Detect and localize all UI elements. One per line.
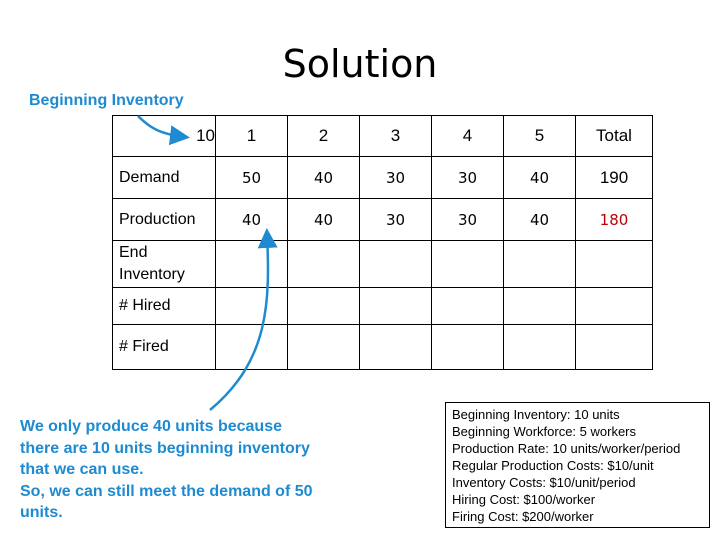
end-inventory-cell [287,240,360,288]
row-label-hired: # Hired [112,287,216,325]
hired-cell [215,287,288,325]
fired-cell [287,324,360,370]
hired-cell [431,287,504,325]
fired-cell [503,324,576,370]
table-row-end-inventory: End Inventory [112,240,653,288]
parameters-box: Beginning Inventory: 10 units Beginning … [445,402,710,528]
explanation-callout: We only produce 40 units because there a… [20,416,360,524]
table-row-hired: # Hired [112,287,653,325]
end-inventory-total-cell [575,240,653,288]
production-cell: 40 [287,198,360,241]
demand-cell: 40 [503,156,576,199]
end-inventory-cell [215,240,288,288]
parameter-line: Hiring Cost: $100/worker [452,492,596,507]
row-label-line: Inventory [119,266,185,283]
table-header-row: 10 1 2 3 4 5 Total [112,115,653,157]
end-inventory-cell [431,240,504,288]
parameter-line: Firing Cost: $200/worker [452,509,594,524]
slide-title: Solution [282,42,438,86]
row-label-end-inventory: End Inventory [112,240,216,288]
production-total-cell: 180 [575,198,653,241]
row-label-fired: # Fired [112,324,216,370]
header-cell-period-1: 1 [215,115,288,157]
demand-cell: 30 [359,156,432,199]
row-label-production: Production [112,198,216,241]
table-row-demand: Demand 50 40 30 30 40 190 [112,156,653,199]
parameter-line: Regular Production Costs: $10/unit [452,458,654,473]
row-label-line: End [119,244,148,261]
table-row-fired: # Fired [112,324,653,370]
demand-cell: 50 [215,156,288,199]
header-cell-period-5: 5 [503,115,576,157]
fired-cell [431,324,504,370]
parameter-line: Beginning Workforce: 5 workers [452,424,637,439]
explanation-line: there are 10 units beginning inventory [20,439,310,457]
fired-cell [215,324,288,370]
solution-table: 10 1 2 3 4 5 Total Demand 50 40 30 30 40… [112,115,653,370]
explanation-line: that we can use. [20,461,144,478]
demand-cell: 40 [287,156,360,199]
hired-total-cell [575,287,653,325]
fired-total-cell [575,324,653,370]
row-label-demand: Demand [112,156,216,199]
explanation-line: We only produce 40 units because [20,418,282,435]
hired-cell [287,287,360,325]
demand-total-cell: 190 [575,156,653,199]
hired-cell [503,287,576,325]
header-cell-period-0: 10 [112,115,216,157]
demand-cell: 30 [431,156,504,199]
beginning-inventory-callout: Beginning Inventory [29,92,184,109]
header-cell-period-3: 3 [359,115,432,157]
parameter-line: Beginning Inventory: 10 units [452,407,620,422]
production-cell: 30 [359,198,432,241]
fired-cell [359,324,432,370]
production-cell: 40 [503,198,576,241]
parameter-line: Production Rate: 10 units/worker/period [452,441,681,456]
header-cell-total: Total [575,115,653,157]
parameter-line: Inventory Costs: $10/unit/period [452,475,636,490]
header-cell-period-2: 2 [287,115,360,157]
header-cell-period-4: 4 [431,115,504,157]
end-inventory-cell [503,240,576,288]
explanation-line: units. [20,504,63,521]
end-inventory-cell [359,240,432,288]
hired-cell [359,287,432,325]
production-cell: 40 [215,198,288,241]
table-row-production: Production 40 40 30 30 40 180 [112,198,653,241]
explanation-line: So, we can still meet the demand of 50 [20,482,313,500]
production-cell: 30 [431,198,504,241]
